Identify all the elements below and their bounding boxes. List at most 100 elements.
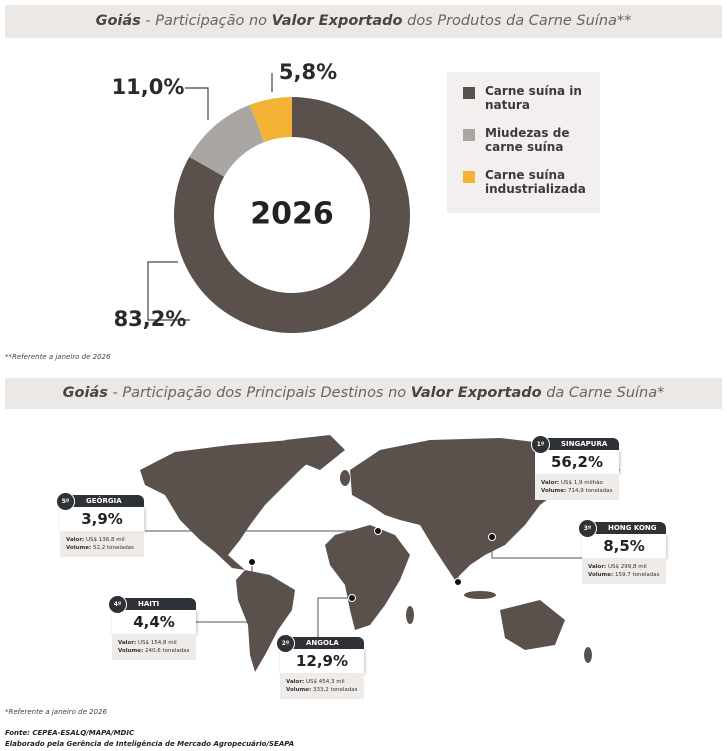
- volume-value: 333,2 toneladas: [312, 687, 358, 693]
- valor-label: Valor:: [66, 537, 85, 543]
- callout-line: [457, 475, 535, 582]
- donut-slice: [174, 97, 411, 333]
- rank-badge: 4º: [108, 595, 127, 614]
- uk: [340, 470, 350, 486]
- callout-card: 5º GEÓRGIA 3,9% Valor: US$ 136,8 mil Volume:…: [56, 492, 144, 557]
- chart-title: Goiás - Participação no Valor Exportado …: [5, 5, 722, 38]
- north-america: [140, 440, 320, 570]
- callout-header: 4º HAITI: [108, 595, 196, 614]
- share-value: 12,9%: [280, 649, 364, 673]
- volume-label: Volume:: [588, 572, 614, 578]
- volume-line: Volume: 52,2 toneladas: [66, 544, 138, 552]
- valor-value: US$ 1,9 milhão: [561, 480, 603, 486]
- valor-line: Valor: US$ 299,8 mil: [588, 563, 660, 571]
- volume-value: 714,9 toneladas: [567, 488, 613, 494]
- volume-line: Volume: 333,2 toneladas: [286, 686, 358, 694]
- callout-line: [317, 597, 352, 637]
- country-name: HONG KONG: [608, 524, 657, 532]
- volume-line: Volume: 159,7 toneladas: [588, 571, 660, 579]
- new-zealand: [584, 647, 592, 663]
- title-part: - Participação dos Principais Destinos n…: [107, 385, 411, 401]
- valor-line: Valor: US$ 1,9 milhão: [541, 479, 613, 487]
- callout-info: Valor: US$ 299,8 mil Volume: 159,7 tonela…: [582, 558, 666, 584]
- callout-info: Valor: US$ 1,9 milhão Volume: 714,9 tonel…: [535, 474, 619, 500]
- donut-slice: [249, 97, 292, 143]
- valor-label: Valor:: [286, 679, 305, 685]
- share-value: 56,2%: [535, 450, 619, 474]
- callout-info: Valor: US$ 454,3 mil Volume: 333,2 tonela…: [280, 673, 364, 699]
- footnote: **Referente a janeiro de 2026: [5, 353, 111, 361]
- valor-value: US$ 299,8 mil: [608, 564, 647, 570]
- country-name: GEÓRGIA: [86, 497, 122, 505]
- callout-card: 3º HONG KONG 8,5% Valor: US$ 299,8 mil Volum…: [578, 519, 666, 584]
- share-value: 8,5%: [582, 534, 666, 558]
- share-value: 3,9%: [60, 507, 144, 531]
- value-label: 11,0%: [112, 75, 185, 99]
- leader-line: [185, 87, 209, 120]
- legend-label: Miudezas de carne suína: [485, 126, 570, 154]
- valor-value: US$ 154,8 mil: [138, 640, 177, 646]
- callout-header: 3º HONG KONG: [578, 519, 666, 538]
- rank-badge: 1º: [531, 435, 550, 454]
- australia: [500, 600, 565, 650]
- source: Fonte: CEPEA-ESALQ/MAPA/MDIC: [5, 729, 135, 737]
- legend-swatch: [463, 129, 475, 141]
- share-value: 4,4%: [112, 610, 196, 634]
- valor-value: US$ 136,8 mil: [86, 537, 125, 543]
- volume-value: 240,6 toneladas: [144, 648, 190, 654]
- title-part: Valor Exportado: [410, 385, 542, 401]
- africa: [325, 525, 410, 630]
- valor-line: Valor: US$ 154,8 mil: [118, 639, 190, 647]
- title-part: Goiás: [62, 385, 108, 401]
- callout-header: 2º ANGOLA: [276, 634, 364, 653]
- legend-swatch: [463, 87, 475, 99]
- valor-label: Valor:: [118, 640, 137, 646]
- value-label: 83,2%: [114, 307, 187, 331]
- donut-slice: [189, 104, 265, 177]
- legend: Carne suína in natura Miudezas de carne s…: [447, 72, 600, 213]
- volume-label: Volume:: [286, 687, 312, 693]
- rank-badge: 5º: [56, 492, 75, 511]
- valor-value: US$ 454,3 mil: [306, 679, 345, 685]
- destination-dot: [348, 594, 356, 602]
- callout-info: Valor: US$ 154,8 mil Volume: 240,6 tonela…: [112, 634, 196, 660]
- valor-label: Valor:: [588, 564, 607, 570]
- title-part: da Carne Suína*: [541, 385, 665, 401]
- destination-dot: [488, 533, 496, 541]
- legend-item: Carne suína in natura: [463, 84, 593, 112]
- volume-label: Volume:: [66, 545, 92, 551]
- country-name: HAITI: [138, 600, 160, 608]
- title-part: dos Produtos da Carne Suína**: [402, 13, 632, 29]
- volume-value: 52,2 toneladas: [92, 545, 134, 551]
- legend-swatch: [463, 171, 475, 183]
- rank-badge: 3º: [578, 519, 597, 538]
- callout-info: Valor: US$ 136,8 mil Volume: 52,2 tonelad…: [60, 531, 144, 557]
- title-part: Valor Exportado: [271, 13, 403, 29]
- value-label: 5,8%: [279, 60, 337, 84]
- destination-dot: [248, 558, 256, 566]
- country-name: ANGOLA: [306, 639, 339, 647]
- credit: Elaborado pela Gerência de Inteligência …: [5, 740, 295, 748]
- callout-line: [491, 537, 582, 559]
- rank-badge: 2º: [276, 634, 295, 653]
- valor-label: Valor:: [541, 480, 560, 486]
- map-title: Goiás - Participação dos Principais Dest…: [5, 378, 722, 409]
- valor-line: Valor: US$ 454,3 mil: [286, 678, 358, 686]
- callout-card: 2º ANGOLA 12,9% Valor: US$ 454,3 mil Volume:…: [276, 634, 364, 699]
- madagascar: [406, 606, 414, 624]
- legend-label: Carne suína in natura: [485, 84, 582, 112]
- center-label: 2026: [250, 197, 334, 232]
- destination-dot: [374, 527, 382, 535]
- title-part: - Participação no: [140, 13, 272, 29]
- volume-line: Volume: 240,6 toneladas: [118, 647, 190, 655]
- volume-label: Volume:: [118, 648, 144, 654]
- legend-label: Carne suína industrializada: [485, 168, 586, 196]
- leader-line: [147, 261, 190, 321]
- callout-card: 4º HAITI 4,4% Valor: US$ 154,8 mil Volume: 2…: [108, 595, 196, 660]
- volume-line: Volume: 714,9 toneladas: [541, 487, 613, 495]
- indonesia: [464, 591, 496, 599]
- callout-header: 1º SINGAPURA: [531, 435, 619, 454]
- callout-card: 1º SINGAPURA 56,2% Valor: US$ 1,9 milhão Vol…: [531, 435, 619, 500]
- country-name: SINGAPURA: [561, 440, 608, 448]
